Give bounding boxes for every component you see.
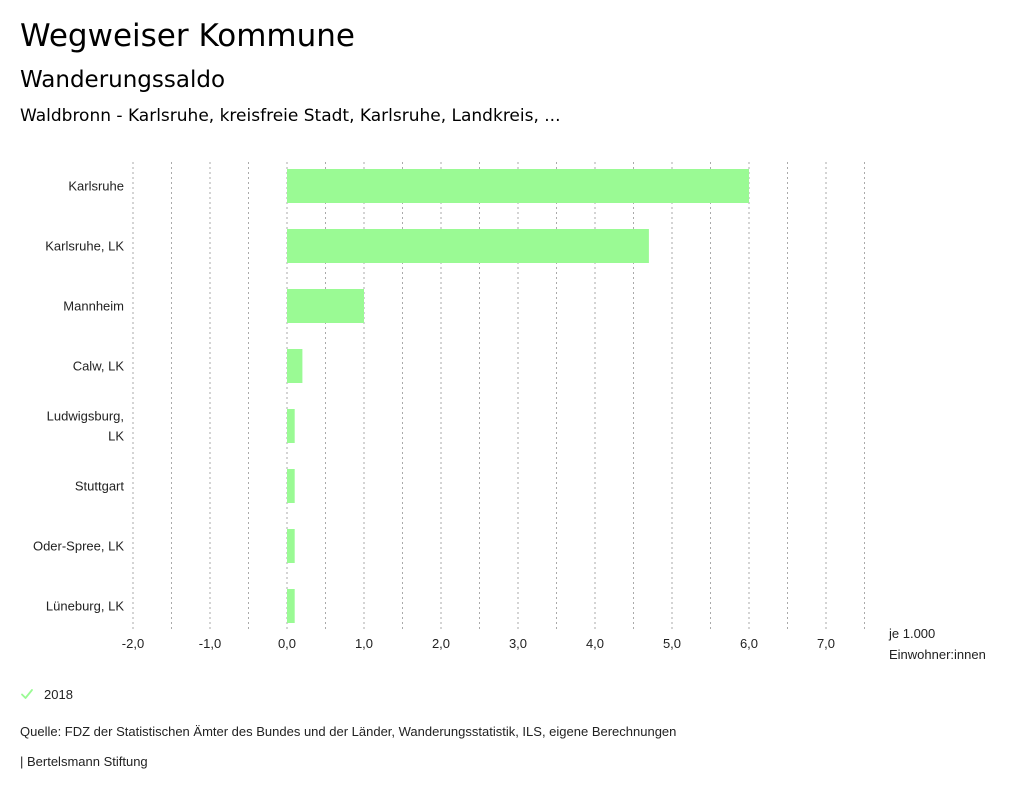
indicator-title: Wanderungssaldo [20,67,226,93]
category-label: Oder-Spree, LK [33,539,124,554]
bar-chart: Karlsruhe Karlsruhe, LK Mannheim Calw, LK Lu… [33,162,986,662]
x-tick-label: 5,0 [663,636,681,651]
x-axis-unit-line: Einwohner:innen [889,647,986,662]
x-tick-label: -1,0 [199,636,221,651]
grid-lines [132,162,865,630]
bar[interactable] [287,589,295,623]
category-labels: Karlsruhe Karlsruhe, LK Mannheim Calw, LK Lu… [33,179,124,614]
bar[interactable] [287,529,295,563]
bar[interactable] [287,409,295,443]
bars [287,169,749,623]
bar[interactable] [287,169,749,203]
x-tick-labels: -2,0 -1,0 0,0 1,0 2,0 3,0 4,0 5,0 6,0 7,0 [122,636,835,651]
x-tick-label: -2,0 [122,636,144,651]
category-label: Karlsruhe, LK [45,239,124,254]
x-tick-label: 0,0 [278,636,296,651]
bar[interactable] [287,469,295,503]
category-label: Calw, LK [73,359,125,374]
category-label: Ludwigsburg, LK [47,409,125,444]
bar[interactable] [287,349,303,383]
x-tick-label: 2,0 [432,636,450,651]
x-tick-label: 4,0 [586,636,604,651]
category-label: Mannheim [63,299,124,314]
x-axis-unit: je 1.000 Einwohner:innen [888,626,986,662]
category-label: Lüneburg, LK [46,599,124,614]
legend-label: 2018 [44,686,73,702]
category-label: Karlsruhe [68,179,124,194]
page-title: Wegweiser Kommune [20,18,355,54]
publisher-note: | Bertelsmann Stiftung [20,754,148,769]
region-selection[interactable]: Waldbronn - Karlsruhe, kreisfreie Stadt,… [20,106,561,126]
legend[interactable]: 2018 [20,684,73,704]
x-tick-label: 6,0 [740,636,758,651]
check-icon [21,689,33,699]
source-note: Quelle: FDZ der Statistischen Ämter des … [20,724,677,739]
x-tick-label: 1,0 [355,636,373,651]
bar[interactable] [287,229,649,263]
bar[interactable] [287,289,364,323]
category-label: Stuttgart [75,479,125,494]
x-tick-label: 7,0 [817,636,835,651]
x-axis-unit-line: je 1.000 [888,626,935,641]
x-tick-label: 3,0 [509,636,527,651]
